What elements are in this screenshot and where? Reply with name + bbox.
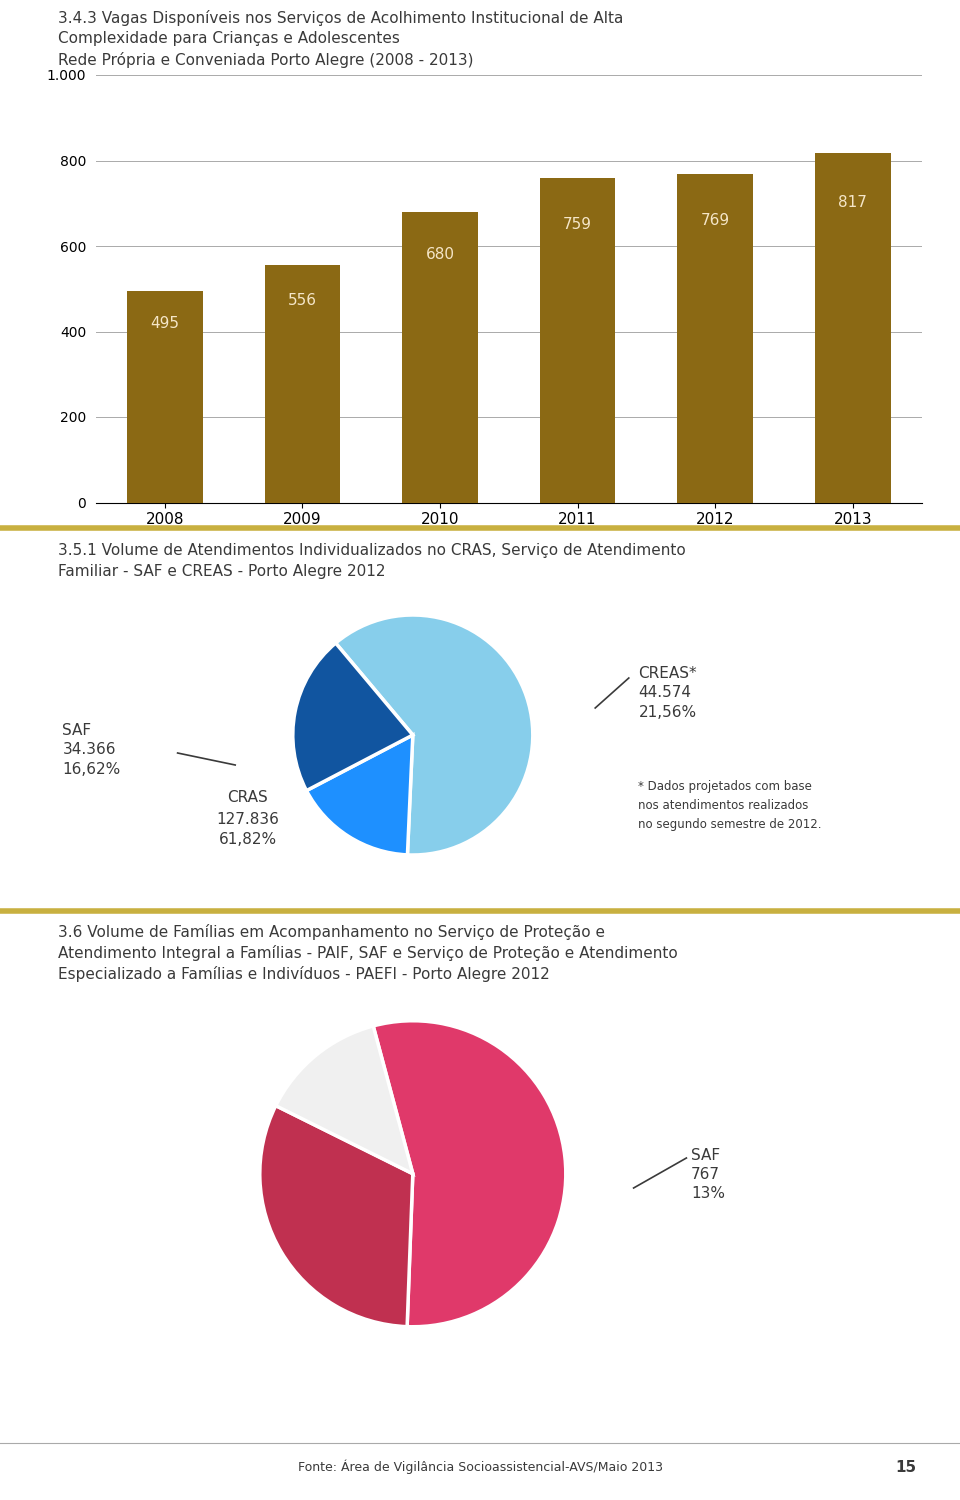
Text: CREAS*: CREAS* [638,666,697,681]
Text: 21,56%: 21,56% [638,705,697,720]
Wedge shape [276,1026,413,1173]
Text: Especializado a Famílias e Indivíduos - PAEFI - Porto Alegre 2012: Especializado a Famílias e Indivíduos - … [58,966,549,982]
Wedge shape [260,1106,413,1326]
Text: 769: 769 [701,213,730,228]
Bar [678,174,753,503]
Text: Fonte: Área de Vigilância Socioassistencial-AVS/Maio 2013: Fonte: Área de Vigilância Socioassistenc… [298,1460,662,1474]
Bar [402,211,478,502]
Text: Complexidade para Crianças e Adolescentes: Complexidade para Crianças e Adolescente… [58,32,399,46]
Text: SAF: SAF [62,723,91,738]
Wedge shape [306,735,413,855]
Bar [815,153,891,503]
Text: 556: 556 [288,294,317,309]
Wedge shape [293,644,413,790]
Text: PAIF
3.113
55%: PAIF 3.113 55% [167,1224,215,1292]
Text: 680: 680 [425,246,454,261]
Bar [265,266,340,503]
Text: PAEFI
1.805
32%: PAEFI 1.805 32% [252,1370,299,1437]
Text: 759: 759 [564,217,592,232]
Text: 767: 767 [691,1167,720,1182]
Text: 15: 15 [896,1460,917,1474]
Text: Atendimento Integral a Famílias - PAIF, SAF e Serviço de Proteção e Atendimento: Atendimento Integral a Famílias - PAIF, … [58,945,678,962]
Wedge shape [336,615,533,855]
Text: CRAS
127.836
61,82%: CRAS 127.836 61,82% [216,790,279,847]
Text: 817: 817 [838,195,867,210]
Wedge shape [373,1022,565,1326]
Text: * Dados projetados com base
nos atendimentos realizados
no segundo semestre de 2: * Dados projetados com base nos atendime… [638,780,822,831]
Bar [127,291,203,502]
Text: 3.4.3 Vagas Disponíveis nos Serviços de Acolhimento Institucional de Alta: 3.4.3 Vagas Disponíveis nos Serviços de … [58,10,623,27]
Text: 34.366: 34.366 [62,742,116,758]
Text: 3.6 Volume de Famílias em Acompanhamento no Serviço de Proteção e: 3.6 Volume de Famílias em Acompanhamento… [58,924,605,940]
Text: Familiar - SAF e CREAS - Porto Alegre 2012: Familiar - SAF e CREAS - Porto Alegre 20… [58,564,385,579]
Text: 44.574: 44.574 [638,686,691,700]
Text: 495: 495 [151,316,180,332]
Text: 13%: 13% [691,1186,725,1202]
Text: SAF: SAF [691,1148,720,1162]
Text: 16,62%: 16,62% [62,762,121,777]
Bar [540,178,615,503]
Text: Rede Própria e Conveniada Porto Alegre (2008 - 2013): Rede Própria e Conveniada Porto Alegre (… [58,53,473,69]
Text: 3.5.1 Volume de Atendimentos Individualizados no CRAS, Serviço de Atendimento: 3.5.1 Volume de Atendimentos Individuali… [58,543,685,558]
